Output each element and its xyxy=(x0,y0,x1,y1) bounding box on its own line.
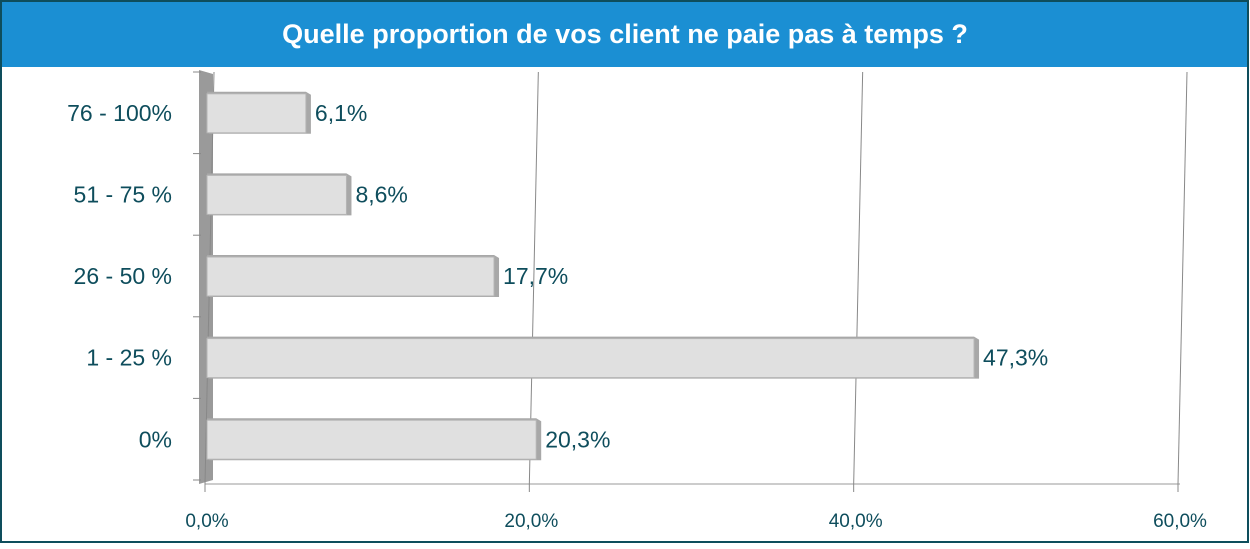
value-label: 17,7% xyxy=(503,263,568,289)
bar xyxy=(206,173,352,216)
y-tick-label: 51 - 75 % xyxy=(74,181,172,207)
x-tick-label: 20,0% xyxy=(504,511,558,532)
y-tick-label: 26 - 50 % xyxy=(74,263,172,289)
x-tick-label: 40,0% xyxy=(829,511,883,532)
y-tick-label: 1 - 25 % xyxy=(86,345,172,371)
x-tick-label: 60,0% xyxy=(1153,511,1207,532)
bar-face xyxy=(206,338,975,379)
bar xyxy=(206,255,500,297)
bar-face xyxy=(206,174,347,215)
bar-face xyxy=(206,419,537,460)
grid-line xyxy=(1177,71,1188,485)
bar-face xyxy=(206,93,307,134)
chart-title: Quelle proportion de vos client ne paie … xyxy=(282,19,968,49)
bar xyxy=(206,91,311,134)
bar-face xyxy=(206,256,495,297)
grid-line xyxy=(853,71,864,485)
value-label: 47,3% xyxy=(983,345,1048,371)
value-label: 8,6% xyxy=(355,181,407,207)
title-bar xyxy=(2,2,1247,67)
x-tick-label: 0,0% xyxy=(185,511,228,532)
bar xyxy=(206,336,980,379)
grid-line xyxy=(528,71,539,485)
y-tick-label: 76 - 100% xyxy=(67,100,172,126)
bar xyxy=(206,418,542,461)
value-label: 6,1% xyxy=(315,100,367,126)
value-label: 20,3% xyxy=(545,426,610,452)
y-tick-label: 0% xyxy=(139,426,172,452)
